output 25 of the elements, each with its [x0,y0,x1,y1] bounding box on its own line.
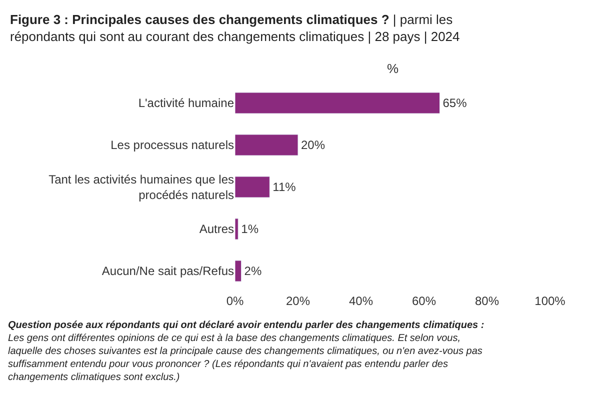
x-axis-title: % [387,61,399,76]
data-label: 1% [241,222,259,236]
data-label: 20% [301,138,326,152]
y-tick-label: Aucun/Ne sait pas/Refus [102,264,234,278]
bar [235,260,242,282]
x-tick-label: 0% [226,294,244,308]
x-tick-label: 60% [412,294,436,308]
chart-title: Figure 3 : Principales causes des changements climatiques ? [10,12,390,27]
y-tick-label: Autres [199,222,234,236]
data-label: 2% [244,264,262,278]
text: Question posée aux répondants qui ont déclaré avoir entendu parler des changements climatiques : [8,320,484,331]
bar [235,218,238,240]
bar [235,92,440,114]
y-tick-label: L'activité humaine [138,96,234,110]
y-tick-label: Tant les activités humaines que les procédés naturels [48,172,234,202]
x-tick-label: 100% [534,294,566,308]
data-label: 65% [442,96,468,110]
x-tick-label: 20% [286,294,310,308]
text: Les gens ont différentes opinions de ce qui est à la base des changements climatiques. Et selon vous, laquelle des choses suivantes est la principale cause des changements climatiques, ou n'en avez-vous pas suffisamment entendu pour vous prononcer ? (Les répondants qui n'avaient pas entendu parler des changements climatiques sont exclus.) [8,333,482,383]
bar [235,134,298,156]
data-label: 11% [272,180,296,194]
y-tick-label: Les processus naturels [110,138,234,152]
x-tick-label: 40% [348,294,374,308]
x-tick-label: 80% [474,294,500,308]
bar [235,176,270,198]
